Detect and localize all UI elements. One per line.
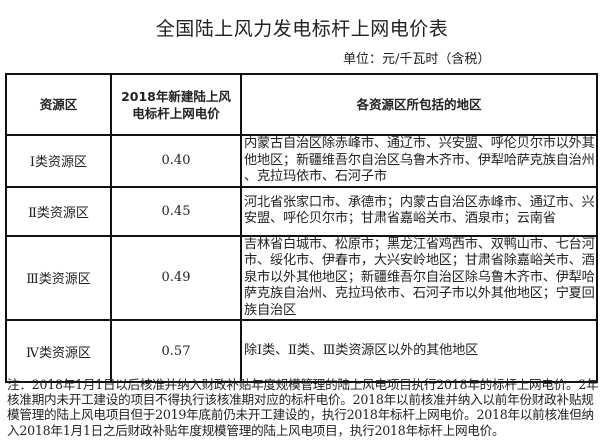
regions-cell: 内蒙古自治区除赤峰市、通辽市、兴安盟、呼伦贝尔市以外其 他地区；新疆维吾尔自治区乌… [240, 134, 598, 188]
zone-cell: Ⅱ类资源区 [5, 185, 112, 237]
regions-line: 、克拉玛依市、石河子市 [244, 169, 387, 184]
page-title: 全国陆上风力发电标杆上网电价表 [155, 18, 449, 40]
price-cell: 0.45 [110, 185, 242, 237]
header-zone: 资源区 [5, 73, 112, 136]
regions-line: 族自治区 [244, 302, 296, 318]
table-header-row: 资源区 2018年新建陆上风电标杆上网电价 各资源区所包括的地区 [5, 73, 598, 136]
regions-line: 河北省张家口市、承德市；内蒙古自治区赤峰市、通辽市、兴 [244, 194, 595, 210]
unit-label: 单位：元/千瓦时（含税） [343, 52, 491, 67]
header-regions: 各资源区所包括的地区 [240, 73, 598, 136]
zone-cell: Ⅲ类资源区 [5, 234, 112, 321]
regions-line: 吉林省白城市、松原市；黑龙江省鸡西市、双鸭山市、七台河 [244, 236, 595, 252]
price-cell: 0.57 [110, 319, 242, 383]
regions-line: 除Ⅰ类、Ⅱ类、Ⅲ类资源区以外的其他地区 [244, 342, 479, 358]
table-row: Ⅲ类资源区 0.49 吉林省白城市、松原市；黑龙江省鸡西市、双鸭山市、七台河 市、绥化… [5, 234, 598, 321]
price-cell: 0.49 [110, 234, 242, 321]
header-price: 2018年新建陆上风电标杆上网电价 [110, 73, 242, 136]
table-row: Ⅰ类资源区 0.40 内蒙古自治区除赤峰市、通辽市、兴安盟、呼伦贝尔市以外其 他地区；… [5, 134, 598, 188]
regions-line: 萨克族自治州、克拉玛依市、石河子市以外其他地区；宁夏回 [244, 286, 595, 301]
zone-cell: Ⅳ类资源区 [5, 319, 112, 383]
price-table: 资源区 2018年新建陆上风电标杆上网电价 各资源区所包括的地区 Ⅰ类资源区 0.… [5, 73, 598, 383]
regions-line: 市、绥化市、伊春市，大兴安岭地区；甘肃省除嘉峪关市、酒 [244, 253, 595, 268]
price-cell: 0.40 [110, 134, 242, 188]
regions-cell: 除Ⅰ类、Ⅱ类、Ⅲ类资源区以外的其他地区 [240, 319, 598, 383]
regions-cell: 河北省张家口市、承德市；内蒙古自治区赤峰市、通辽市、兴 安盟、呼伦贝尔市；甘肃省嘉… [240, 185, 598, 237]
regions-line: 他地区；新疆维吾尔自治区乌鲁木齐市、伊犁哈萨克族自治州 [244, 152, 595, 168]
regions-line: 泉市以外其他地区；新疆维吾尔自治区除乌鲁木齐市、伊犁哈 [244, 269, 595, 285]
regions-line: 内蒙古自治区除赤峰市、通辽市、兴安盟、呼伦贝尔市以外其 [244, 136, 595, 151]
regions-cell: 吉林省白城市、松原市；黑龙江省鸡西市、双鸭山市、七台河 市、绥化市、伊春市，大兴安… [240, 234, 598, 321]
footnote: 注：2018年1月1日以后核准并纳入财政补贴年度规模管理的陆上风电项目执行201… [7, 377, 599, 438]
regions-line: 安盟、呼伦贝尔市；甘肃省嘉峪关市、酒泉市；云南省 [244, 211, 556, 226]
table-row: Ⅳ类资源区 0.57 除Ⅰ类、Ⅱ类、Ⅲ类资源区以外的其他地区 [5, 319, 598, 383]
zone-cell: Ⅰ类资源区 [5, 134, 112, 188]
table-row: Ⅱ类资源区 0.45 河北省张家口市、承德市；内蒙古自治区赤峰市、通辽市、兴 安盟、呼… [5, 185, 598, 237]
